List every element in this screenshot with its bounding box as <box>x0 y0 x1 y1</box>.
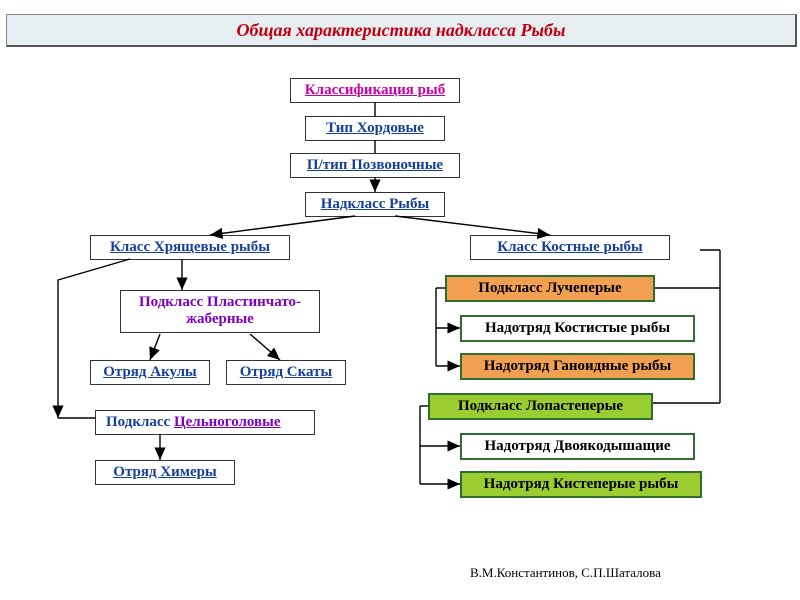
node-chord: Тип Хордовые <box>305 116 445 141</box>
node-lungfish: Надотряд Двоякодышащие <box>460 433 695 460</box>
node-elasmobranch: Подкласс Пластинчато- жаберные <box>120 290 320 333</box>
node-chimera-label: Отряд Химеры <box>113 464 216 480</box>
node-bony: Класс Костные рыбы <box>470 235 670 260</box>
node-rayfin-label: Подкласс Лучеперые <box>478 280 621 296</box>
node-superclass-label: Надкласс Рыбы <box>321 196 429 212</box>
node-rays: Отряд Скаты <box>226 360 346 385</box>
node-lobefin: Подкласс Лопастеперые <box>428 393 653 420</box>
node-teleost-label: Надотряд Костистые рыбы <box>485 320 670 336</box>
node-elasmo-l2: жаберные <box>186 311 254 327</box>
node-superclass: Надкласс Рыбы <box>305 192 445 217</box>
node-sharks-label: Отряд Акулы <box>103 364 197 380</box>
node-chord-label: Тип Хордовые <box>326 120 424 136</box>
page-title: Общая характеристика надкласса Рыбы <box>6 14 797 47</box>
node-rays-label: Отряд Скаты <box>240 364 332 380</box>
node-elasmo-l1: Подкласс Пластинчато- <box>139 294 301 310</box>
node-holocephali: Подкласс Цельноголовые <box>95 410 315 435</box>
node-lungfish-label: Надотряд Двоякодышащие <box>485 438 671 454</box>
node-crossopterygii: Надотряд Кистеперые рыбы <box>460 471 702 498</box>
node-cart-label: Класс Хрящевые рыбы <box>110 239 270 255</box>
node-holo-label: Цельноголовые <box>174 414 281 430</box>
node-lobefin-label: Подкласс Лопастеперые <box>458 398 623 414</box>
node-vert: П/тип Позвоночные <box>290 153 460 178</box>
node-crossop-label: Надотряд Кистеперые рыбы <box>484 476 679 492</box>
node-vert-label: П/тип Позвоночные <box>307 157 443 173</box>
node-chimera: Отряд Химеры <box>95 460 235 485</box>
node-ganoid-label: Надотряд Ганоидные рыбы <box>484 358 672 374</box>
node-teleost: Надотряд Костистые рыбы <box>460 315 695 342</box>
node-ganoid: Надотряд Ганоидные рыбы <box>460 353 695 380</box>
node-bony-label: Класс Костные рыбы <box>497 239 643 255</box>
credits: В.М.Константинов, С.П.Шаталова <box>470 565 661 581</box>
node-holo-pre: Подкласс <box>106 414 174 430</box>
node-cartilaginous: Класс Хрящевые рыбы <box>90 235 290 260</box>
node-sharks: Отряд Акулы <box>90 360 210 385</box>
node-root-label: Классификация рыб <box>305 82 445 98</box>
node-rayfin: Подкласс Лучеперые <box>445 275 655 302</box>
node-root: Классификация рыб <box>290 78 460 103</box>
